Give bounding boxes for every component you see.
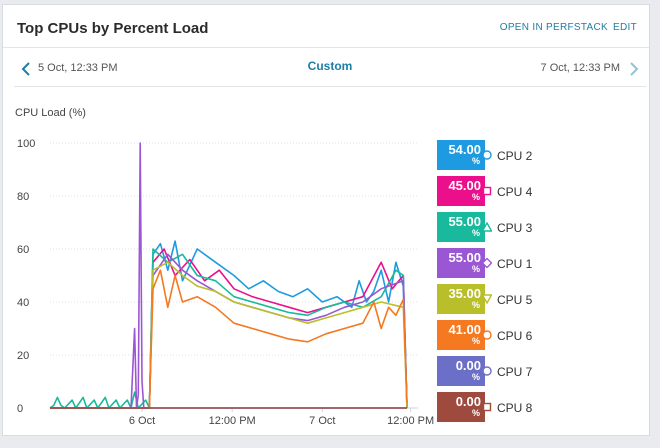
chevron-left-icon[interactable] (20, 61, 34, 77)
series-line-cpu-6 (50, 269, 408, 409)
legend-item[interactable]: 54.00% CPU 2 (437, 140, 587, 170)
legend-item[interactable]: 55.00% CPU 3 (437, 212, 587, 242)
x-tick-label: 6 Oct (129, 415, 155, 427)
legend-series-name: CPU 4 (497, 185, 533, 199)
range-start: 5 Oct, 12:33 PM (38, 62, 118, 74)
legend-item[interactable]: 0.00% CPU 8 (437, 392, 587, 422)
legend-unit: % (471, 372, 480, 382)
legend-item[interactable]: 0.00% CPU 7 (437, 356, 587, 386)
open-in-perfstack-link[interactable]: OPEN IN PERFSTACK (499, 22, 609, 33)
edit-link[interactable]: EDIT (613, 22, 637, 33)
legend-value-badge: 35.00% (437, 284, 485, 314)
legend-current-value: 55.00 (448, 214, 481, 229)
legend-unit: % (471, 228, 480, 238)
legend-unit: % (471, 408, 480, 418)
legend-series-name: CPU 2 (497, 149, 533, 163)
series-line-cpu-2 (50, 240, 408, 409)
series-line-cpu-5 (50, 261, 408, 409)
legend-current-value: 54.00 (448, 142, 481, 157)
legend-series-name: CPU 3 (497, 221, 533, 235)
square-marker-icon (482, 186, 492, 196)
legend-value-badge: 0.00% (437, 356, 485, 386)
y-tick-label: 0 (17, 403, 23, 415)
x-tick-label: 12:00 PM (209, 415, 256, 427)
legend-current-value: 45.00 (448, 178, 481, 193)
top-cpus-widget: Top CPUs by Percent Load OPEN IN PERFSTA… (2, 4, 650, 436)
legend-current-value: 0.00 (455, 394, 481, 409)
legend-series-name: CPU 8 (497, 401, 533, 415)
series-line-cpu-3 (49, 248, 408, 409)
legend-unit: % (471, 264, 480, 274)
legend-series-name: CPU 7 (497, 365, 533, 379)
legend-value-badge: 45.00% (437, 176, 485, 206)
legend-value-badge: 54.00% (437, 140, 485, 170)
legend-unit: % (471, 300, 480, 310)
y-tick-label: 40 (17, 297, 29, 309)
y-tick-label: 20 (17, 350, 29, 362)
legend-value-badge: 55.00% (437, 212, 485, 242)
legend-item[interactable]: 45.00% CPU 4 (437, 176, 587, 206)
legend-series-name: CPU 5 (497, 293, 533, 307)
circle-marker-icon (482, 366, 492, 376)
legend-value-badge: 0.00% (437, 392, 485, 422)
legend-current-value: 55.00 (448, 250, 481, 265)
legend-current-value: 35.00 (448, 286, 481, 301)
diamond-marker-icon (482, 258, 492, 268)
time-range-nav: 5 Oct, 12:33 PM Custom 7 Oct, 12:33 PM (14, 44, 646, 87)
legend-unit: % (471, 336, 480, 346)
y-tick-label: 80 (17, 191, 29, 203)
square-marker-icon (482, 402, 492, 412)
legend-series-name: CPU 1 (497, 257, 533, 271)
widget-title: Top CPUs by Percent Load (17, 20, 209, 37)
series-line-cpu-1 (50, 142, 408, 409)
legend-current-value: 0.00 (455, 358, 481, 373)
inverted-triangle-marker-icon (482, 294, 492, 304)
circle-marker-icon (482, 330, 492, 340)
triangle-marker-icon (482, 222, 492, 232)
legend-item[interactable]: 41.00% CPU 6 (437, 320, 587, 350)
series-line-cpu-4 (50, 248, 408, 409)
legend-value-badge: 55.00% (437, 248, 485, 278)
x-tick-label: 7 Oct (309, 415, 335, 427)
range-mode-button[interactable]: Custom (307, 59, 353, 73)
header-actions: OPEN IN PERFSTACK EDIT (500, 22, 637, 33)
legend-current-value: 41.00 (448, 322, 481, 337)
y-tick-label: 100 (17, 138, 35, 150)
legend-item[interactable]: 35.00% CPU 5 (437, 284, 587, 314)
chevron-right-icon[interactable] (626, 61, 640, 77)
legend-item[interactable]: 55.00% CPU 1 (437, 248, 587, 278)
legend-unit: % (471, 192, 480, 202)
legend-value-badge: 41.00% (437, 320, 485, 350)
legend-unit: % (471, 156, 480, 166)
x-tick-label: 12:00 PM (387, 415, 434, 427)
range-end: 7 Oct, 12:33 PM (540, 62, 620, 74)
widget-header: Top CPUs by Percent Load OPEN IN PERFSTA… (3, 5, 649, 48)
legend-series-name: CPU 6 (497, 329, 533, 343)
y-axis-label: CPU Load (%) (15, 107, 86, 119)
circle-marker-icon (482, 150, 492, 160)
y-tick-label: 60 (17, 244, 29, 256)
